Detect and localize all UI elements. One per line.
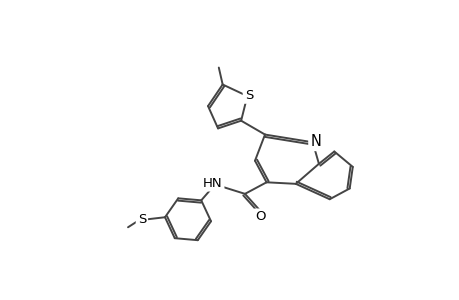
Text: S: S [244, 89, 252, 102]
Text: S: S [137, 213, 146, 226]
Text: HN: HN [202, 177, 222, 190]
Text: N: N [310, 134, 320, 149]
Text: O: O [255, 211, 265, 224]
